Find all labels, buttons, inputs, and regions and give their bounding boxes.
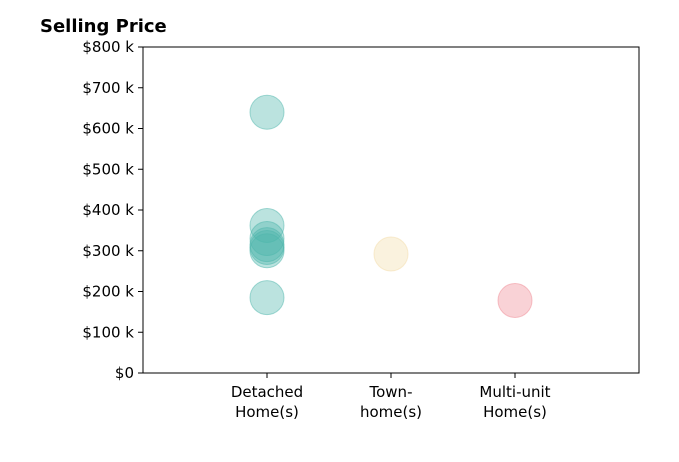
data-point (249, 280, 285, 316)
plot-frame (142, 46, 640, 374)
data-point (497, 282, 533, 318)
x-tick-label: Detached Home(s) (231, 383, 303, 421)
y-tick-label: $300 k (82, 242, 134, 260)
x-tick-label: Town-home(s) (360, 383, 422, 421)
y-tick-label: $600 k (82, 120, 134, 138)
data-point (373, 236, 409, 272)
x-axis: Detached Home(s) Town-home(s) Multi-unit Hom… (231, 373, 551, 421)
x-tick-label: Multi-unit Home(s) (479, 383, 550, 421)
y-tick-label: $700 k (82, 79, 134, 97)
data-point (249, 233, 285, 269)
y-tick-label: $400 k (82, 201, 134, 219)
y-tick-label: $100 k (82, 323, 134, 341)
y-tick-label: $0 (115, 364, 134, 382)
y-tick-label: $800 k (82, 38, 134, 56)
y-tick-label: $200 k (82, 283, 134, 301)
y-axis: $0 $100 k $200 k $300 k $400 k $500 k $600 k $7… (82, 38, 143, 382)
data-point (249, 207, 285, 243)
data-point (249, 94, 285, 130)
data-points (249, 94, 533, 318)
chart-title: Selling Price (40, 16, 167, 37)
y-tick-label: $500 k (82, 160, 134, 178)
